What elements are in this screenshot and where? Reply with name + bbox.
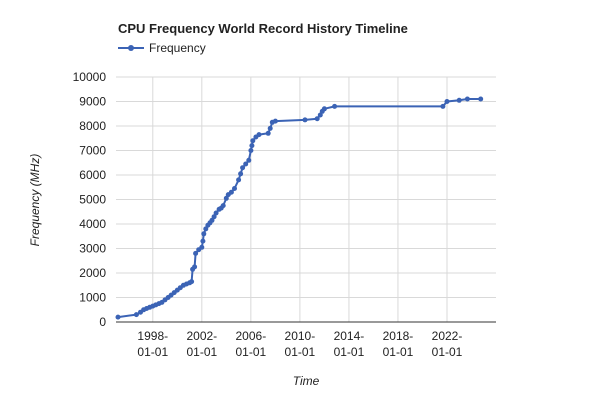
x-tick-label: 2022-01-01 [432, 329, 463, 359]
axes: 0 1000 2000 3000 4000 5000 6000 7000 8000 9000 100… [73, 70, 496, 359]
data-point [248, 148, 254, 153]
data-point [317, 112, 323, 118]
y-tick-label: 9000 [79, 95, 106, 109]
data-point [243, 161, 249, 167]
data-point [249, 143, 255, 149]
x-tick-label: 1998-01-01 [137, 329, 168, 359]
data-point [302, 117, 308, 123]
data-point [211, 214, 217, 220]
y-tick-label: 3000 [79, 242, 106, 256]
data-point [192, 264, 198, 270]
data-point [256, 132, 262, 138]
legend: Frequency [118, 41, 206, 55]
data-point [456, 97, 462, 103]
y-tick-label: 7000 [79, 144, 106, 158]
data-point [246, 157, 252, 163]
data-point [464, 96, 470, 102]
x-tick-label: 2014-01-01 [334, 329, 365, 359]
data-point [321, 106, 327, 112]
legend-label: Frequency [149, 41, 206, 55]
y-axis-title: Frequency (MHz) [28, 154, 42, 247]
data-point [199, 244, 205, 250]
y-tick-label: 5000 [79, 193, 106, 207]
data-point [440, 103, 446, 109]
data-point [220, 203, 226, 209]
data-point [478, 96, 484, 102]
x-axis-title: Time [293, 374, 320, 388]
data-point [265, 130, 271, 136]
grid [116, 76, 496, 322]
data-point [272, 118, 278, 124]
x-tick-label: 2010-01-01 [285, 329, 316, 359]
x-tick-label: 2006-01-01 [236, 329, 267, 359]
data-point [228, 189, 234, 195]
data-point [133, 312, 139, 318]
data-point [200, 238, 206, 244]
x-tick-label: 2018-01-01 [383, 329, 414, 359]
y-tick-label: 2000 [79, 266, 106, 280]
data-point [189, 279, 195, 285]
data-point [213, 210, 219, 216]
data-point [238, 171, 244, 177]
data-point [250, 138, 256, 144]
data-point [444, 99, 450, 104]
y-tick-label: 10000 [73, 70, 107, 84]
y-tick-label: 4000 [79, 217, 106, 231]
data-point [236, 177, 242, 183]
y-tick-label: 0 [99, 315, 106, 329]
data-point [267, 125, 273, 131]
data-point [115, 314, 121, 320]
series-line [117, 98, 481, 319]
data-point [203, 226, 209, 232]
x-tick-label: 2002-01-01 [186, 329, 217, 359]
chart-title: CPU Frequency World Record History Timel… [118, 21, 408, 36]
data-point [240, 165, 246, 171]
data-point [201, 231, 207, 237]
data-point [223, 195, 229, 201]
series-frequency [115, 96, 484, 320]
y-tick-label: 1000 [79, 291, 106, 305]
data-point [232, 186, 237, 191]
data-point [332, 103, 338, 109]
y-tick-label: 6000 [79, 168, 106, 182]
data-point [193, 250, 199, 256]
data-point [314, 116, 320, 122]
y-tick-label: 8000 [79, 119, 106, 133]
legend-marker [128, 45, 134, 51]
